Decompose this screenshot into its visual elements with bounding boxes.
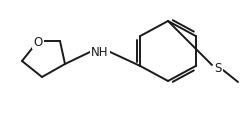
Text: O: O: [33, 35, 43, 48]
Text: NH: NH: [91, 45, 109, 58]
Text: S: S: [214, 61, 222, 74]
